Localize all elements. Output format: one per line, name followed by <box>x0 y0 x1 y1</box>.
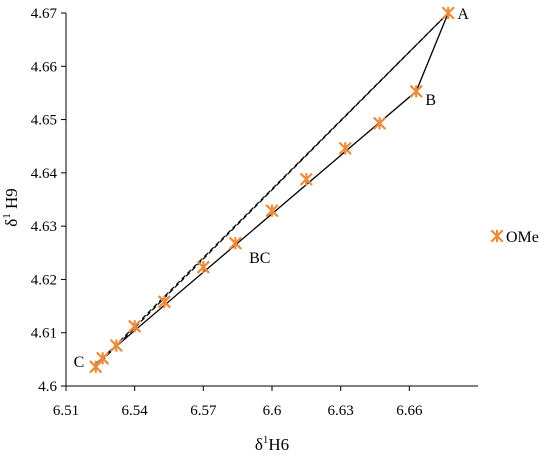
dashed-line <box>102 12 449 359</box>
series-lines <box>95 12 449 368</box>
x-tick-label: 6.6 <box>263 403 282 419</box>
y-tick-label: 4.67 <box>31 6 58 22</box>
x-tick-label: 6.66 <box>396 403 423 419</box>
data-point <box>128 319 142 333</box>
data-point <box>299 172 313 186</box>
legend: OMe <box>490 229 539 246</box>
data-point <box>96 351 110 365</box>
legend-label: OMe <box>506 229 539 246</box>
legend-marker <box>490 229 504 243</box>
y-tick-label: 4.61 <box>31 326 57 342</box>
data-point <box>338 141 352 155</box>
y-tick-label: 4.63 <box>31 219 57 235</box>
y-tick-label: 4.64 <box>31 166 58 182</box>
data-point <box>109 338 123 353</box>
data-point <box>157 295 171 309</box>
x-tick-label: 6.51 <box>53 403 79 419</box>
data-points <box>89 6 455 374</box>
data-point <box>441 6 455 20</box>
y-tick-label: 4.66 <box>31 59 58 75</box>
x-axis-title: δ1H6 <box>255 434 289 454</box>
point-label: B <box>425 92 436 109</box>
data-point <box>409 84 423 98</box>
data-point <box>196 260 210 274</box>
data-point <box>228 236 242 250</box>
annotations: A B BC C <box>74 6 470 371</box>
tick-labels: 6.51 6.54 6.57 6.6 6.63 6.66 4.6 4.61 4.62 4.63 4.… <box>31 6 423 419</box>
point-label: A <box>457 6 469 23</box>
data-point <box>89 360 103 374</box>
x-tick-label: 6.63 <box>328 403 354 419</box>
y-tick-label: 4.6 <box>38 379 57 395</box>
x-tick-label: 6.54 <box>122 403 149 419</box>
point-label: BC <box>249 250 270 267</box>
data-point <box>373 116 387 130</box>
axes <box>61 12 478 391</box>
y-tick-label: 4.65 <box>31 113 57 129</box>
axis-titles: δ1H6 δ1 H9 <box>1 188 289 454</box>
y-tick-label: 4.62 <box>31 272 57 288</box>
x-tick-label: 6.57 <box>190 403 217 419</box>
data-point <box>265 204 279 218</box>
point-label: C <box>74 354 85 371</box>
dashed-line <box>95 12 449 368</box>
y-axis-title: δ1 H9 <box>1 188 21 227</box>
